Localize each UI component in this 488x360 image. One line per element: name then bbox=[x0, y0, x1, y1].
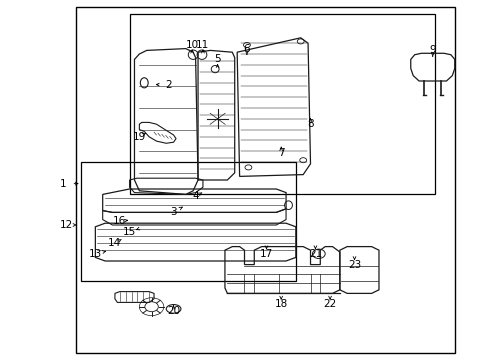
Bar bbox=[129, 14, 434, 194]
Text: 9: 9 bbox=[428, 45, 435, 55]
Text: 19: 19 bbox=[132, 132, 146, 142]
Text: 16: 16 bbox=[113, 216, 126, 226]
Bar bbox=[76, 7, 454, 353]
Text: 10: 10 bbox=[185, 40, 198, 50]
Text: 22: 22 bbox=[323, 299, 336, 309]
Text: 14: 14 bbox=[108, 238, 122, 248]
Text: 6: 6 bbox=[243, 44, 250, 54]
Text: 4: 4 bbox=[192, 191, 199, 201]
Text: 1: 1 bbox=[60, 179, 67, 189]
Text: 3: 3 bbox=[170, 207, 177, 217]
Text: 23: 23 bbox=[347, 260, 361, 270]
Text: 21: 21 bbox=[308, 249, 322, 259]
Text: 12: 12 bbox=[59, 220, 73, 230]
Text: 18: 18 bbox=[274, 299, 287, 309]
Text: 2: 2 bbox=[165, 80, 172, 90]
Text: 13: 13 bbox=[88, 249, 102, 259]
Text: 20: 20 bbox=[167, 306, 180, 316]
Text: 8: 8 bbox=[306, 119, 313, 129]
Text: 15: 15 bbox=[122, 227, 136, 237]
Text: 17: 17 bbox=[259, 249, 273, 259]
Text: 7: 7 bbox=[277, 148, 284, 158]
Text: 5: 5 bbox=[214, 54, 221, 64]
Bar bbox=[81, 162, 295, 281]
Text: 11: 11 bbox=[196, 40, 209, 50]
